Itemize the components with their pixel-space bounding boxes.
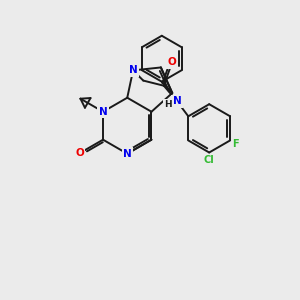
Text: N: N [173,96,182,106]
Text: O: O [75,148,84,158]
Text: N: N [129,65,137,75]
Text: F: F [232,139,239,149]
Text: N: N [123,149,132,159]
Text: Cl: Cl [204,155,214,165]
Text: O: O [168,57,176,68]
Text: N: N [99,107,107,117]
Text: H: H [164,100,172,109]
